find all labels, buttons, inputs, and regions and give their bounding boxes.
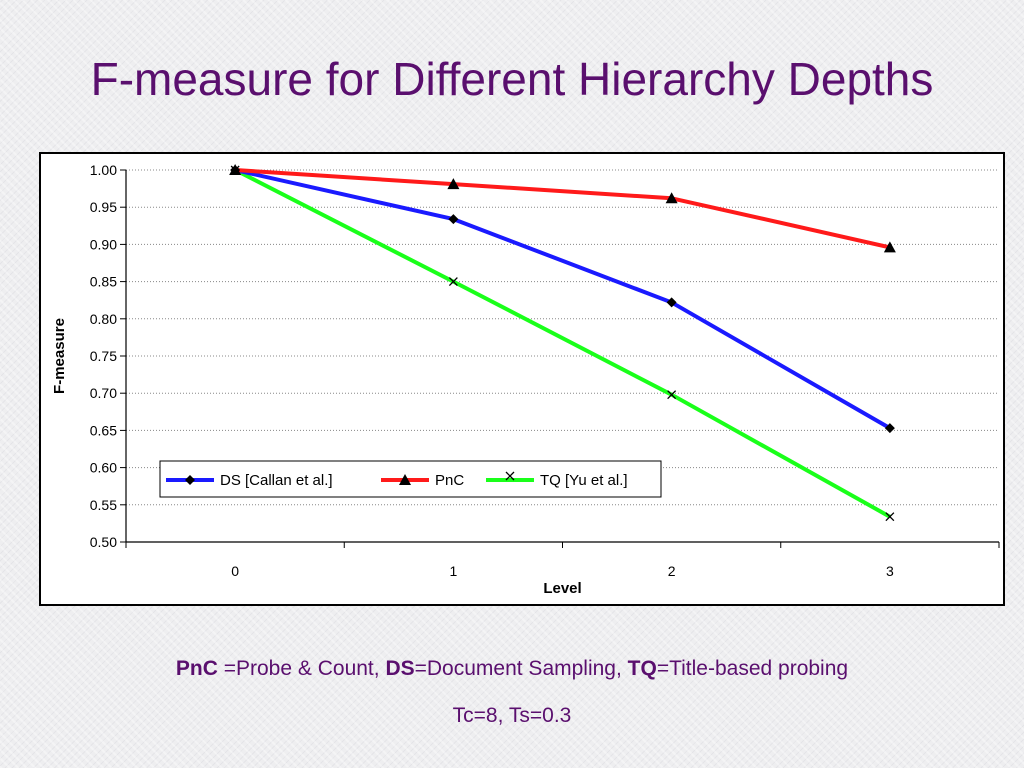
x-axis-title: Level — [543, 580, 581, 597]
x-tick-label: 1 — [449, 563, 457, 579]
legend-marker — [185, 475, 195, 485]
data-point — [447, 178, 460, 190]
y-tick-label: 0.95 — [90, 199, 117, 215]
def-tq: =Title-based probing — [656, 657, 849, 680]
y-tick-label: 0.85 — [90, 274, 117, 290]
y-tick-label: 0.80 — [90, 311, 117, 327]
abbr-ds: DS — [385, 657, 415, 680]
y-tick-label: 0.50 — [90, 534, 117, 550]
x-tick-label: 0 — [231, 563, 239, 579]
y-tick-label: 0.60 — [90, 460, 117, 476]
x-tick-label: 2 — [668, 563, 676, 579]
data-point — [448, 277, 458, 287]
abbr-tq: TQ — [627, 657, 657, 680]
legend-label: DS [Callan et al.] — [220, 472, 333, 489]
data-point — [448, 214, 459, 225]
legend-marker — [399, 474, 411, 485]
data-point — [666, 297, 677, 308]
legend-label: PnC — [435, 472, 464, 489]
series-line — [234, 168, 891, 430]
data-point — [229, 164, 242, 175]
data-point — [884, 423, 895, 434]
data-point — [665, 192, 678, 204]
def-pnc: =Probe & Count, — [217, 657, 386, 680]
data-point — [667, 390, 677, 400]
data-point — [883, 241, 896, 253]
y-tick-label: 0.75 — [90, 348, 117, 364]
abbreviation-legend: PnC =Probe & Count, DS=Document Sampling… — [0, 657, 1024, 681]
y-tick-label: 0.70 — [90, 385, 117, 401]
def-ds: =Document Sampling, — [414, 657, 628, 680]
y-axis-title: F-measure — [51, 318, 68, 394]
legend-marker — [505, 471, 515, 481]
abbr-pnc: PnC — [175, 657, 218, 680]
x-tick-label: 3 — [886, 563, 894, 579]
line-chart: 0.50 0.55 0.60 0.65 0.70 0.75 0.80 0.85 0.90 0.95… — [51, 162, 1000, 597]
chart-frame — [39, 152, 1005, 606]
y-tick-label: 0.65 — [90, 422, 117, 438]
y-tick-label: 0.90 — [90, 236, 117, 252]
legend-label: TQ [Yu et al.] — [540, 472, 628, 489]
series-line — [234, 168, 891, 519]
series-line — [234, 168, 891, 250]
y-tick-label: 0.55 — [90, 497, 117, 513]
data-point — [885, 512, 895, 522]
parameters-text: Tc=8, Ts=0.3 — [452, 704, 572, 727]
slide-title: F-measure for Different Hierarchy Depths — [90, 53, 934, 105]
y-tick-label: 1.00 — [90, 162, 117, 178]
